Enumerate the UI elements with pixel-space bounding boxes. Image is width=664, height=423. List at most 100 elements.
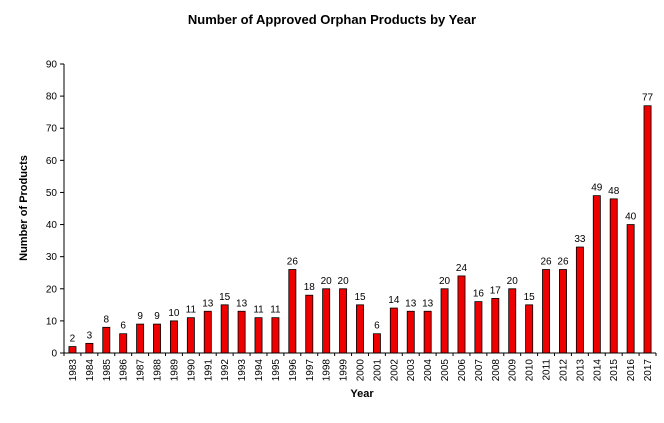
bar [389,307,398,354]
x-tick-label: 2007 [474,359,485,382]
bar [85,342,94,354]
x-tick-label: 1997 [305,359,316,382]
data-label: 3 [87,330,93,341]
data-label: 8 [104,314,110,325]
bars [68,105,652,354]
x-tick-label: 1986 [119,359,130,382]
bar [525,304,534,354]
data-label: 13 [422,298,434,309]
data-label: 20 [338,276,350,287]
data-label: 11 [253,305,264,316]
x-axis-label: Year [350,388,374,400]
x-tick-label: 2013 [575,359,586,382]
bar [440,288,449,354]
x-tick-label: 1991 [203,359,214,382]
bar [542,269,551,354]
bar [153,323,161,354]
data-label: 11 [270,305,281,316]
bar [643,105,652,354]
y-tick-label: 0 [51,349,57,360]
bar [68,346,77,354]
x-tick-label: 1999 [339,359,350,382]
x-tick-label: 1998 [322,359,333,382]
bar [372,333,381,354]
x-tick-label: 2006 [457,359,468,382]
bar [406,310,415,354]
bar [136,323,145,354]
bar [271,317,280,354]
data-label: 16 [473,289,485,300]
data-label: 15 [219,292,231,303]
bar [237,310,246,354]
data-label: 6 [120,321,126,332]
bar [186,317,195,354]
y-tick-label: 80 [46,92,58,103]
y-tick-label: 50 [46,188,58,199]
x-tick-label: 1985 [102,359,113,382]
x-tick-label: 2005 [440,359,451,382]
bar [102,326,111,354]
data-label: 14 [388,295,400,306]
data-label: 9 [154,311,160,322]
bar [457,275,466,354]
bar [508,288,517,354]
x-tick-label: 1996 [288,359,299,382]
bar [203,310,212,354]
data-label: 2 [70,334,76,345]
data-label: 6 [374,321,380,332]
data-label: 17 [490,285,502,296]
y-tick-label: 90 [46,60,58,71]
y-tick-label: 20 [46,284,58,295]
x-tick-label: 2000 [356,359,367,382]
data-label: 13 [405,298,417,309]
data-label: 10 [168,308,180,319]
data-label: 26 [287,257,299,268]
x-tick-label: 2011 [542,359,553,381]
bar [119,333,128,354]
bar [322,288,331,354]
x-tick-label: 2008 [491,359,502,382]
x-tick-label: 2014 [592,359,603,382]
bar [423,310,432,354]
x-tick-label: 2017 [643,359,654,382]
x-tick-label: 1987 [136,359,147,382]
x-tick-label: 1993 [237,359,248,382]
y-tick-label: 60 [46,156,58,167]
x-tick-label: 1983 [68,359,79,382]
x-tick-label: 1988 [153,359,164,382]
data-label: 49 [591,183,603,194]
x-tick-label: 1984 [85,359,96,382]
x-tick-label: 2004 [423,359,434,382]
y-tick-label: 70 [46,124,58,135]
data-label: 9 [137,311,143,322]
data-label: 40 [625,212,637,223]
x-tick-label: 2016 [626,359,637,382]
bar [339,288,348,354]
bar [474,301,483,354]
data-label: 26 [557,257,569,268]
data-label: 11 [186,305,197,316]
data-label: 20 [321,276,333,287]
x-tick-label: 1992 [220,359,231,382]
x-tick-label: 1989 [169,359,180,382]
data-label: 48 [608,186,620,197]
data-label: 26 [540,257,552,268]
bar [169,320,178,354]
x-axis-ticks: 1983 1984 1985 1986 1987 1988 1989 1990 1991 1992… [63,353,657,382]
bar [220,304,229,354]
data-label: 20 [507,276,519,287]
data-label: 15 [524,292,536,303]
x-tick-label: 2001 [372,359,383,382]
data-label: 20 [439,276,451,287]
data-label: 18 [304,282,316,293]
bar [592,195,601,354]
bar [559,269,567,354]
x-tick-label: 1990 [186,359,197,382]
data-label: 15 [354,292,366,303]
x-tick-label: 2009 [508,359,519,382]
y-tick-label: 30 [46,252,58,263]
bar [609,198,618,354]
x-tick-label: 2012 [558,359,569,382]
